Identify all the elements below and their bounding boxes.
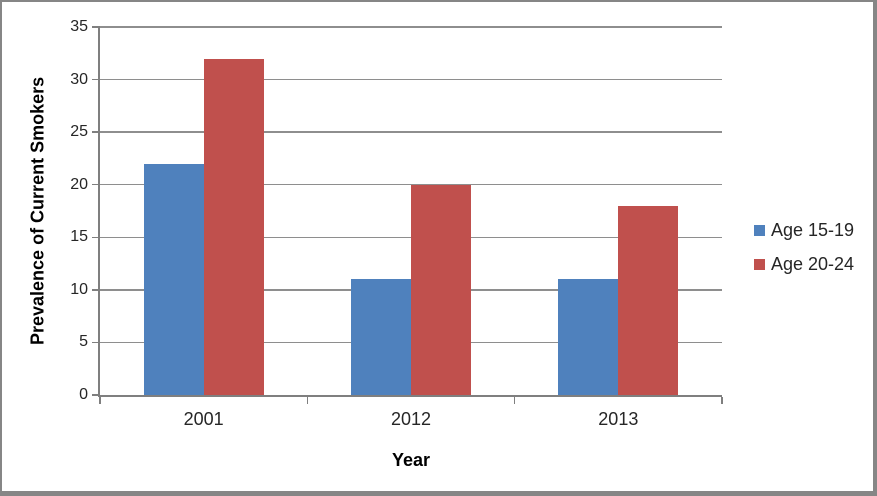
y-tick-label-35: 35 bbox=[70, 18, 88, 35]
y-tick-label-0: 0 bbox=[79, 386, 88, 403]
x-category-label-2012: 2012 bbox=[390, 409, 432, 429]
bar-age-15-19-2012 bbox=[351, 279, 411, 395]
x-tick-mark-2 bbox=[513, 397, 516, 404]
y-tick-mark-30 bbox=[92, 78, 100, 81]
gridline-35 bbox=[100, 26, 722, 28]
bar-age-20-24-2013 bbox=[618, 205, 679, 395]
y-tick-label-15: 15 bbox=[70, 228, 88, 246]
legend-swatch-icon bbox=[754, 225, 765, 236]
x-tick-mark-3 bbox=[721, 397, 723, 404]
plot-area: 0 5 10 15 20 25 30 35 2001 2012 2013 bbox=[70, 19, 723, 429]
bar-age-15-19-2001 bbox=[143, 163, 204, 395]
bar-age-15-19-2013 bbox=[558, 279, 619, 395]
y-tick-label-30: 30 bbox=[70, 70, 88, 88]
y-tick-mark-0 bbox=[92, 394, 100, 396]
x-category-label-2001: 2001 bbox=[183, 409, 224, 429]
y-axis-title: Prevalence of Current Smokers bbox=[27, 76, 48, 346]
x-tick-mark-1 bbox=[306, 397, 309, 404]
y-tick-mark-20 bbox=[92, 183, 100, 186]
gridline-30 bbox=[100, 78, 722, 81]
y-tick-label-10: 10 bbox=[70, 280, 88, 298]
legend-label: Age 20-24 bbox=[771, 254, 855, 274]
legend-label: Age 15-19 bbox=[771, 220, 855, 240]
x-category-label-2013: 2013 bbox=[598, 409, 639, 429]
legend-item-age-15-19: Age 15-19 bbox=[754, 220, 854, 241]
x-axis-title: Year bbox=[391, 450, 431, 470]
legend: Age 15-19 Age 20-24 bbox=[754, 220, 854, 275]
x-axis-line bbox=[98, 395, 722, 397]
x-tick-mark-0 bbox=[99, 397, 101, 404]
y-tick-label-5: 5 bbox=[79, 333, 88, 351]
y-tick-mark-5 bbox=[92, 341, 100, 344]
gridline-25 bbox=[100, 131, 722, 133]
y-tick-mark-25 bbox=[92, 131, 100, 133]
y-axis-line bbox=[98, 27, 100, 397]
y-tick-label-25: 25 bbox=[70, 123, 88, 141]
y-tick-mark-35 bbox=[92, 26, 100, 28]
legend-swatch-icon bbox=[754, 259, 765, 270]
bar-age-20-24-2001 bbox=[203, 58, 264, 395]
legend-item-age-20-24: Age 20-24 bbox=[754, 254, 854, 275]
y-tick-label-20: 20 bbox=[70, 175, 88, 193]
y-tick-mark-10 bbox=[92, 289, 100, 291]
y-tick-mark-15 bbox=[92, 236, 100, 239]
bar-age-20-24-2012 bbox=[411, 184, 471, 395]
